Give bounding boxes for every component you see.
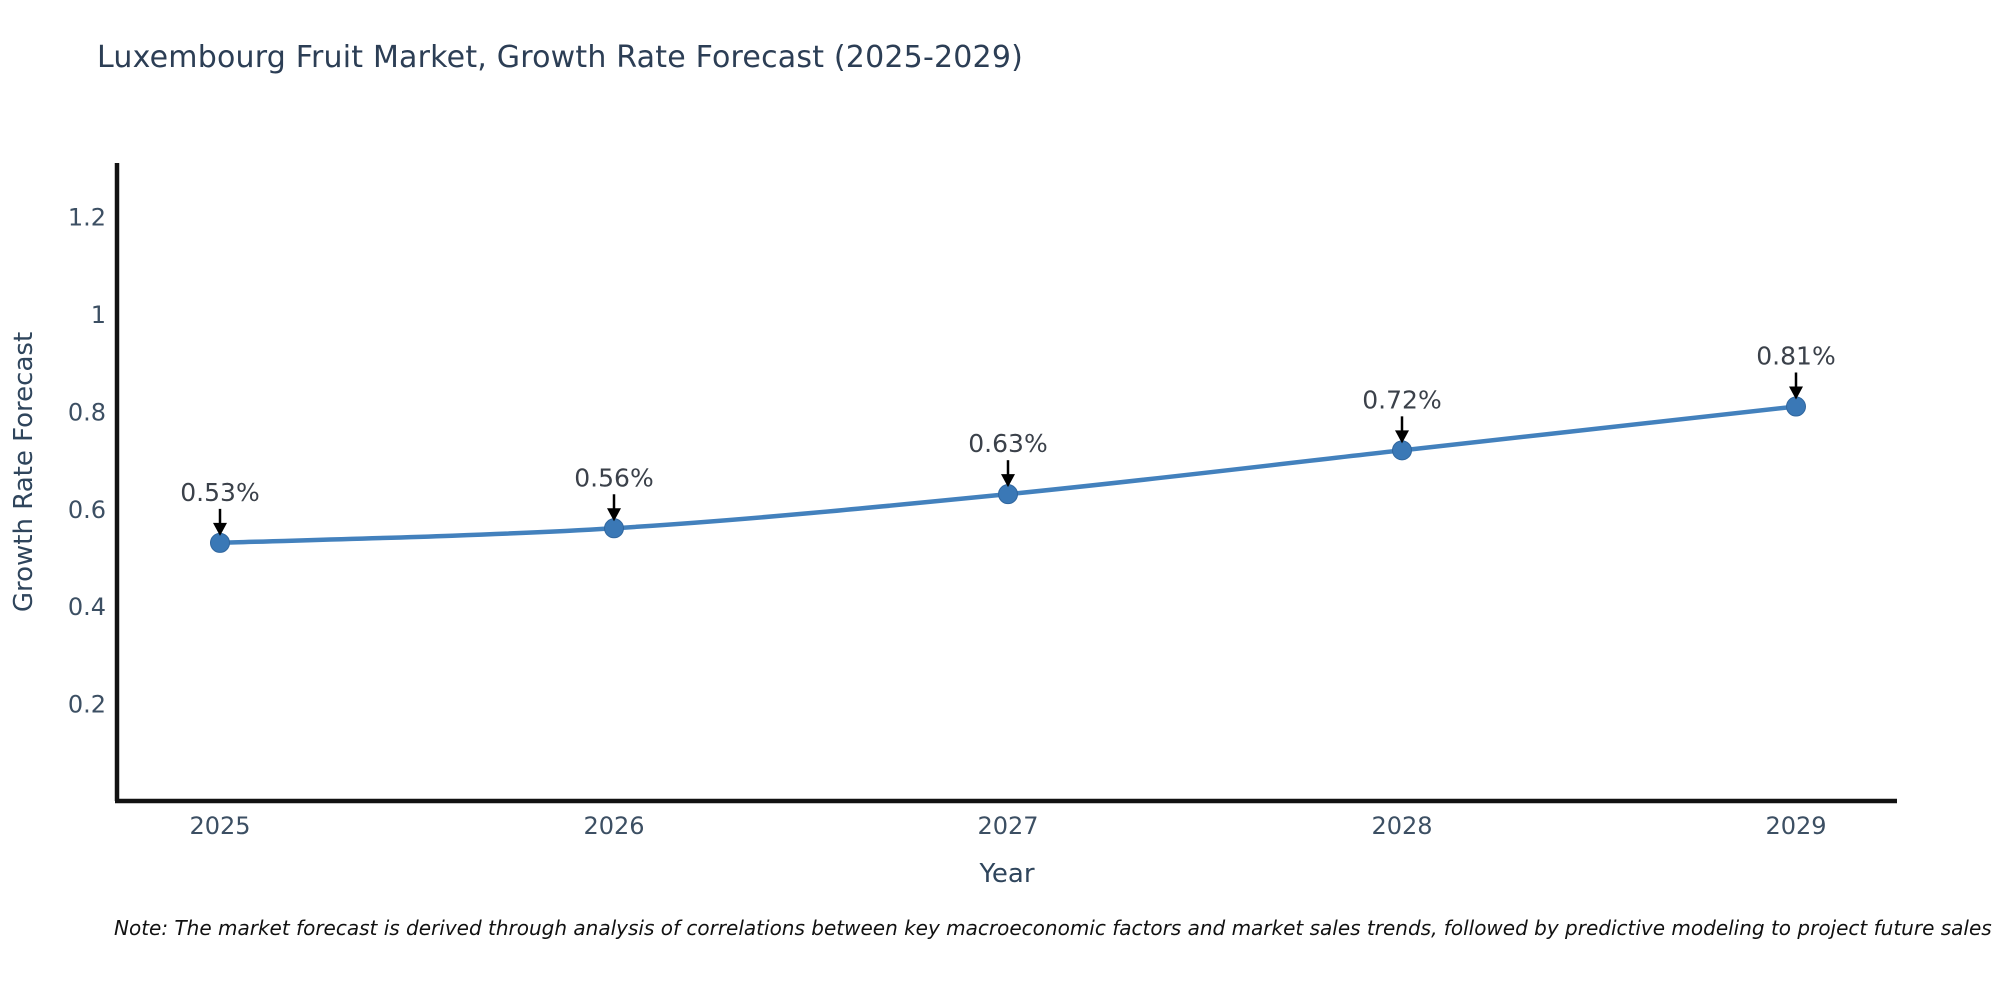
data-label: 0.72% [1362,385,1441,414]
data-point[interactable] [998,484,1018,505]
series-growth-rate [210,396,1806,553]
axes [114,163,1897,804]
y-tick-label: 0.2 [68,691,106,719]
data-label: 0.56% [574,463,653,492]
data-point[interactable] [210,532,230,553]
data-point[interactable] [1786,396,1806,417]
x-tick-label: 2029 [1765,812,1826,840]
data-point[interactable] [1392,440,1412,461]
annotation-arrow-head [1789,386,1803,400]
x-tick-label: 2028 [1371,812,1432,840]
data-label: 0.63% [968,429,1047,458]
footnote: Note: The market forecast is derived thr… [114,916,1992,940]
y-axis-title: Growth Rate Forecast [9,332,39,612]
y-tick-label: 0.6 [68,496,106,524]
y-tick-label: 1.2 [68,204,106,232]
annotation-arrow-head [1001,474,1015,488]
data-label: 0.81% [1756,342,1835,371]
x-tick-label: 2025 [189,812,250,840]
y-tick-label: 0.8 [68,398,106,426]
data-label: 0.53% [180,478,259,507]
annotation-arrow-head [607,508,621,522]
x-axis-title: Year [978,859,1034,889]
y-tick-label: 0.4 [68,593,106,621]
x-tick-label: 2026 [583,812,644,840]
x-tick-label: 2027 [977,812,1038,840]
data-point[interactable] [604,518,624,539]
annotation-arrow-head [1395,430,1409,444]
axis-ticks: 0.2 0.4 0.6 0.8 1 1.2 2025 2026 2027 2028 2029 [68,204,1827,840]
axis-lines [114,163,1897,804]
point-annotations: 0.53% 0.56% 0.63% 0.72% 0.81% [180,342,1836,536]
y-tick-label: 1 [91,301,106,329]
annotation-arrow-head [213,522,227,536]
chart-title: Luxembourg Fruit Market, Growth Rate For… [97,40,1024,75]
